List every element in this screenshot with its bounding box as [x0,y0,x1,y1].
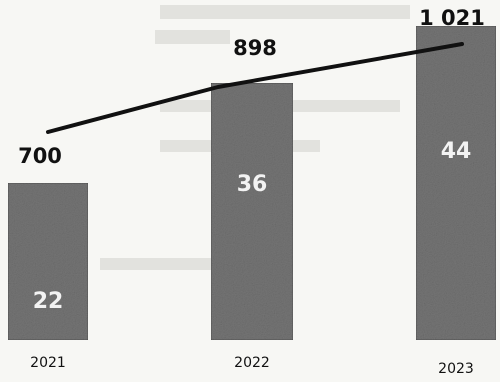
bar-rect [210,82,294,341]
labels-layer: 22 2021 36 2022 44 2023 700 898 1 021 [18,6,485,377]
x-tick-label: 2023 [438,361,474,377]
bar-rect [7,182,89,341]
bar-value-label: 36 [237,172,268,197]
bar-value-label: 44 [441,139,472,164]
bar-rect [415,25,497,341]
bar-value-label: 22 [33,289,64,314]
line-value-label: 1 021 [419,6,485,30]
line-value-label: 898 [233,36,277,60]
line-series [46,42,464,134]
line-layer [46,42,464,134]
bar-2021 [7,182,89,341]
bar-shade [211,83,293,340]
bars-layer [7,25,497,341]
x-tick-label: 2021 [30,355,66,371]
bar-2022 [210,82,294,341]
bar-2023 [415,25,497,341]
line-value-label: 700 [18,144,62,168]
bar-shade [416,26,496,340]
bar-shade [8,183,88,340]
x-tick-label: 2022 [234,355,270,371]
